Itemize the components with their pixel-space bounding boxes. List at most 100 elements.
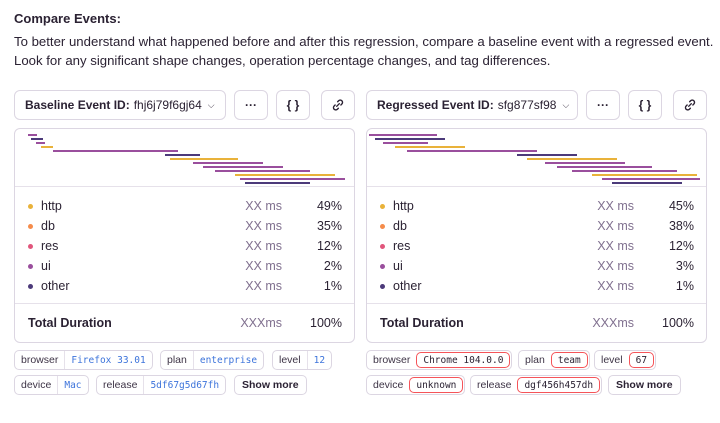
- http-dot-icon: [28, 204, 33, 209]
- tag-value: 12: [306, 351, 331, 369]
- span-bar: [193, 162, 263, 164]
- operation-duration: XX ms: [597, 199, 634, 213]
- ui-dot-icon: [28, 264, 33, 269]
- operation-percentage: 38%: [668, 219, 694, 233]
- span-bar: [395, 146, 465, 148]
- operation-duration: XX ms: [597, 239, 634, 253]
- tag-level[interactable]: level 12: [272, 350, 333, 370]
- span-bar: [375, 138, 445, 140]
- span-bar: [28, 134, 37, 136]
- operation-duration: XX ms: [597, 259, 634, 273]
- tag-browser[interactable]: browser Firefox 33.01: [14, 350, 153, 370]
- total-duration-pct: 100%: [662, 316, 694, 330]
- span-bar: [602, 178, 700, 180]
- baseline-event-selector[interactable]: Baseline Event ID: fhj6j79f6gj64 ⌵: [14, 90, 226, 120]
- operation-name: other: [41, 279, 70, 293]
- operation-row-db: db XX ms 38%: [367, 217, 706, 237]
- span-bar: [383, 142, 428, 144]
- baseline-more-button[interactable]: ···: [234, 90, 268, 120]
- tag-key: browser: [373, 354, 411, 366]
- other-dot-icon: [380, 284, 385, 289]
- tag-release[interactable]: release 5df67g5d67fh: [96, 375, 227, 395]
- operation-name: http: [41, 199, 62, 213]
- operation-name: res: [41, 239, 59, 253]
- span-bar: [41, 146, 53, 148]
- regressed-event-selector[interactable]: Regressed Event ID: sfg877sf98 ⌵: [366, 90, 578, 120]
- total-duration-ms: XXXms: [592, 316, 634, 330]
- baseline-event-id: fhj6j79f6gj64: [133, 98, 202, 112]
- span-bar: [527, 158, 617, 160]
- total-duration-pct: 100%: [310, 316, 342, 330]
- span-bar: [545, 162, 625, 164]
- operation-percentage: 1%: [675, 279, 694, 293]
- regressed-selector-label: Regressed Event ID:: [377, 98, 494, 112]
- operation-row-ui: ui XX ms 3%: [367, 257, 706, 277]
- tag-key: release: [477, 379, 512, 391]
- tag-plan[interactable]: plan enterprise: [160, 350, 265, 370]
- span-bar: [557, 166, 652, 168]
- span-bar: [407, 150, 537, 152]
- operation-name: res: [393, 239, 411, 253]
- baseline-selector-label: Baseline Event ID:: [25, 98, 130, 112]
- tag-release[interactable]: release dgf456h457dh: [470, 375, 603, 395]
- tag-key: plan: [167, 354, 187, 366]
- regressed-json-button[interactable]: { }: [628, 90, 662, 120]
- span-bar: [572, 170, 677, 172]
- http-dot-icon: [380, 204, 385, 209]
- tag-key: level: [279, 354, 301, 366]
- tag-browser[interactable]: browser Chrome 104.0.0: [366, 350, 513, 370]
- operation-name: other: [393, 279, 422, 293]
- baseline-link-button[interactable]: [321, 90, 355, 120]
- chevron-down-icon: ⌵: [207, 99, 215, 110]
- operation-row-http: http XX ms 45%: [367, 197, 706, 217]
- tag-plan[interactable]: plan team: [518, 350, 590, 370]
- baseline-json-button[interactable]: { }: [276, 90, 310, 120]
- operation-duration: XX ms: [245, 259, 282, 273]
- baseline-toolbar: Baseline Event ID: fhj6j79f6gj64 ⌵ ··· {…: [14, 90, 355, 120]
- db-dot-icon: [380, 224, 385, 229]
- span-bar: [245, 182, 310, 184]
- operation-row-res: res XX ms 12%: [367, 237, 706, 257]
- ellipsis-icon: ···: [597, 98, 609, 112]
- operation-name: ui: [393, 259, 403, 273]
- span-bar: [235, 174, 335, 176]
- regressed-link-button[interactable]: [673, 90, 707, 120]
- operation-percentage: 12%: [316, 239, 342, 253]
- tag-key: device: [373, 379, 404, 391]
- operation-percentage: 45%: [668, 199, 694, 213]
- operation-percentage: 3%: [675, 259, 694, 273]
- operation-percentage: 2%: [323, 259, 342, 273]
- regressed-more-button[interactable]: ···: [586, 90, 620, 120]
- total-duration-label: Total Duration: [380, 316, 464, 330]
- tag-value: 5df67g5d67fh: [143, 376, 225, 394]
- operation-duration: XX ms: [245, 239, 282, 253]
- compare-events-description: To better understand what happened befor…: [14, 34, 714, 68]
- tag-device[interactable]: device Mac: [14, 375, 89, 395]
- span-bar: [203, 166, 283, 168]
- baseline-card: http XX ms 49% db XX ms 35% res XX ms 12…: [14, 128, 355, 343]
- regressed-span-waterfall: [367, 129, 706, 187]
- tag-value: team: [550, 352, 588, 368]
- operation-duration: XX ms: [597, 219, 634, 233]
- tag-key: browser: [21, 354, 59, 366]
- regressed-card: http XX ms 45% db XX ms 38% res XX ms 12…: [366, 128, 707, 343]
- operation-duration: XX ms: [245, 279, 282, 293]
- operation-row-other: other XX ms 1%: [15, 277, 354, 297]
- span-bar: [170, 158, 238, 160]
- tag-value: 67: [628, 352, 655, 368]
- operation-duration: XX ms: [597, 279, 634, 293]
- tag-value: Mac: [57, 376, 87, 394]
- span-bar: [165, 154, 200, 156]
- operation-name: db: [393, 219, 407, 233]
- baseline-show-more-button[interactable]: Show more: [234, 375, 307, 395]
- span-bar: [31, 138, 43, 140]
- res-dot-icon: [380, 244, 385, 249]
- tag-device[interactable]: device unknown: [366, 375, 466, 395]
- tag-level[interactable]: level 67: [594, 350, 657, 370]
- tag-key: device: [21, 379, 52, 391]
- regressed-show-more-button[interactable]: Show more: [608, 375, 681, 395]
- operation-duration: XX ms: [245, 219, 282, 233]
- ellipsis-icon: ···: [245, 98, 257, 112]
- operation-name: ui: [41, 259, 51, 273]
- operation-row-http: http XX ms 49%: [15, 197, 354, 217]
